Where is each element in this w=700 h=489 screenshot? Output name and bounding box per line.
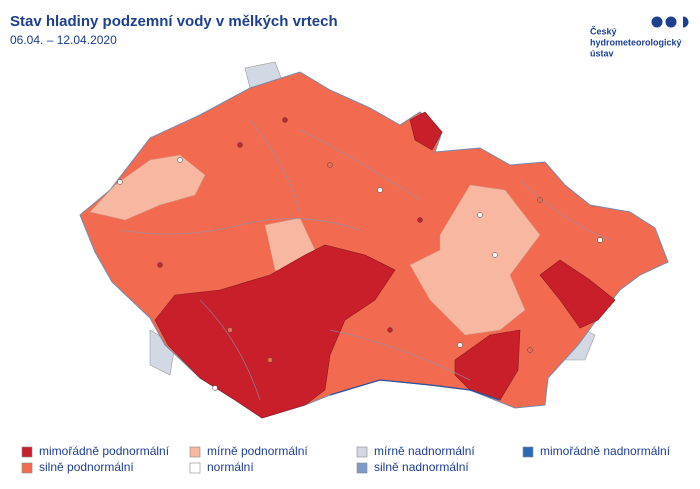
- title: Stav hladiny podzemní vody v mělkých vrt…: [10, 13, 338, 30]
- well: [237, 142, 243, 148]
- well: [527, 347, 533, 353]
- legend-label: silně nadnormální: [374, 460, 469, 474]
- logo-text: hydrometeorologický: [590, 37, 682, 47]
- legend-swatch: [522, 446, 534, 458]
- map: [79, 61, 669, 419]
- river: [119, 119, 611, 401]
- well: [457, 342, 463, 348]
- well: [177, 157, 183, 163]
- well: [227, 327, 233, 333]
- well: [267, 357, 273, 363]
- legend-label: mimořádně nadnormální: [540, 444, 671, 458]
- legend-label: mimořádně podnormální: [39, 444, 170, 458]
- region-mimoradne: [409, 111, 616, 401]
- wells: [117, 117, 603, 391]
- well: [387, 327, 393, 333]
- logo: Český hydrometeorologický ústav: [590, 16, 689, 58]
- well: [492, 252, 498, 258]
- logo-text: ústav: [590, 48, 614, 58]
- legend-swatch: [189, 462, 201, 474]
- well: [417, 217, 423, 223]
- well: [377, 187, 383, 193]
- logo-dot: [651, 16, 663, 28]
- legend-label: mírně podnormální: [207, 444, 308, 458]
- legend-label: silně podnormální: [39, 460, 134, 474]
- legend: mimořádně podnormální mírně podnormální mí…: [21, 444, 671, 474]
- well: [117, 179, 123, 185]
- logo-dot: [665, 16, 677, 28]
- legend-swatch: [356, 446, 368, 458]
- well: [157, 262, 163, 268]
- region-mirne: [89, 154, 206, 221]
- well: [537, 197, 543, 203]
- well: [327, 162, 333, 168]
- well: [597, 237, 603, 243]
- legend-label: mírně nadnormální: [374, 444, 475, 458]
- well: [282, 117, 288, 123]
- well: [477, 212, 483, 218]
- legend-swatch: [21, 446, 33, 458]
- legend-swatch: [21, 462, 33, 474]
- logo-text: Český: [590, 25, 617, 36]
- logo-cut: [677, 16, 683, 28]
- subtitle: 06.04. – 12.04.2020: [10, 33, 117, 47]
- legend-swatch: [356, 462, 368, 474]
- legend-swatch: [189, 446, 201, 458]
- river: [329, 379, 501, 401]
- region-mimoradne: [154, 244, 396, 419]
- well: [212, 385, 218, 391]
- legend-label: normální: [207, 460, 254, 474]
